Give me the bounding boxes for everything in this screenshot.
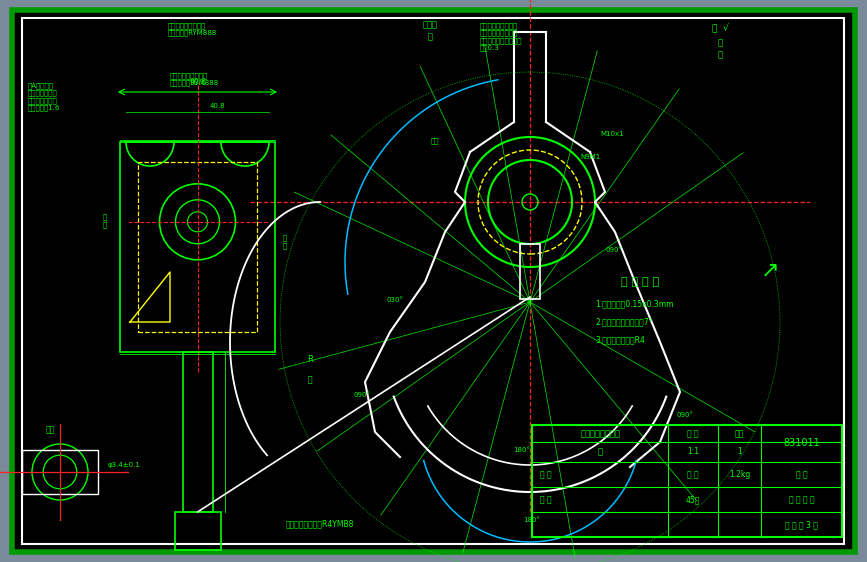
- Text: 在薄壁长度上铸制余
量料按要求RYM888: 在薄壁长度上铸制余 量料按要求RYM888: [170, 72, 219, 86]
- Text: 831011: 831011: [783, 438, 820, 448]
- Text: 3.未注明圆角半径R4: 3.未注明圆角半径R4: [595, 335, 645, 344]
- Text: R: R: [307, 355, 313, 364]
- Text: 2.铸造拔模斜度不大于7°: 2.铸造拔模斜度不大于7°: [595, 317, 653, 326]
- Text: 1:1: 1:1: [688, 447, 699, 456]
- Text: 45钢: 45钢: [686, 495, 701, 504]
- Text: 090°: 090°: [605, 247, 622, 253]
- Text: 局部: 局部: [45, 425, 55, 434]
- Text: 淮 南 大 学: 淮 南 大 学: [789, 495, 814, 504]
- Text: 030°: 030°: [387, 297, 403, 303]
- Bar: [520, 244, 540, 299]
- Text: 去毛刺: 去毛刺: [422, 20, 438, 29]
- Text: φ3.4±0.1: φ3.4±0.1: [108, 462, 140, 468]
- Text: 所有铸造圆角半径R4YMB8: 所有铸造圆角半径R4YMB8: [286, 519, 355, 528]
- Text: 面: 面: [718, 38, 722, 47]
- Text: 变速叉第五速变速: 变速叉第五速变速: [580, 429, 620, 438]
- Text: 基  √: 基 √: [712, 24, 728, 33]
- Text: 比 例: 比 例: [688, 429, 699, 438]
- Text: 090°: 090°: [354, 392, 370, 398]
- Text: 90.6: 90.6: [189, 78, 206, 87]
- Text: 审 核: 审 核: [540, 495, 551, 504]
- Text: 本: 本: [718, 50, 722, 59]
- Text: 技 术 要 求: 技 术 要 求: [621, 277, 659, 287]
- Text: 1: 1: [737, 447, 742, 456]
- Text: M10x1: M10x1: [600, 131, 623, 137]
- Text: 机 械 制 3 班: 机 械 制 3 班: [786, 520, 818, 529]
- Text: 090°: 090°: [676, 412, 694, 418]
- Text: 180°: 180°: [513, 447, 531, 453]
- Text: 面A基准上先
粗、半精铣基定
位面粗糙度不值
达到不大于1.6: 面A基准上先 粗、半精铣基定 位面粗糙度不值 达到不大于1.6: [28, 82, 61, 111]
- Bar: [22, 450, 98, 495]
- Bar: [174, 512, 220, 550]
- Text: ↗: ↗: [760, 261, 779, 281]
- Text: 毛: 毛: [427, 32, 433, 41]
- Text: 制 图: 制 图: [540, 470, 551, 479]
- Bar: [120, 142, 275, 352]
- Text: 在装配面面上按使用
确定的具体零件要求
满足粗糙度尺寸精通不
大于0.3: 在装配面面上按使用 确定的具体零件要求 满足粗糙度尺寸精通不 大于0.3: [480, 22, 523, 52]
- Text: 重 量: 重 量: [688, 470, 699, 479]
- Text: 40.8: 40.8: [210, 103, 225, 109]
- Text: 安装: 安装: [431, 137, 440, 144]
- Text: N9M1: N9M1: [580, 154, 600, 160]
- Text: 数量: 数量: [735, 429, 745, 438]
- Bar: [138, 162, 257, 332]
- Bar: [182, 352, 212, 512]
- Text: 安
装: 安 装: [103, 214, 108, 228]
- Text: 180°: 180°: [524, 517, 540, 523]
- Text: 粗
糙: 粗 糙: [283, 234, 287, 248]
- Text: 在薄壁长度上留制余
量料按要求RYM888: 在薄壁长度上留制余 量料按要求RYM888: [168, 22, 218, 36]
- Text: 1.未注倒角为0.15x0.3mm: 1.未注倒角为0.15x0.3mm: [595, 299, 674, 308]
- Text: 1.2kg: 1.2kg: [729, 470, 750, 479]
- Bar: [532, 425, 842, 537]
- Text: 叉: 叉: [597, 447, 603, 456]
- Text: 粗: 粗: [308, 375, 312, 384]
- Text: 材 料: 材 料: [796, 470, 807, 479]
